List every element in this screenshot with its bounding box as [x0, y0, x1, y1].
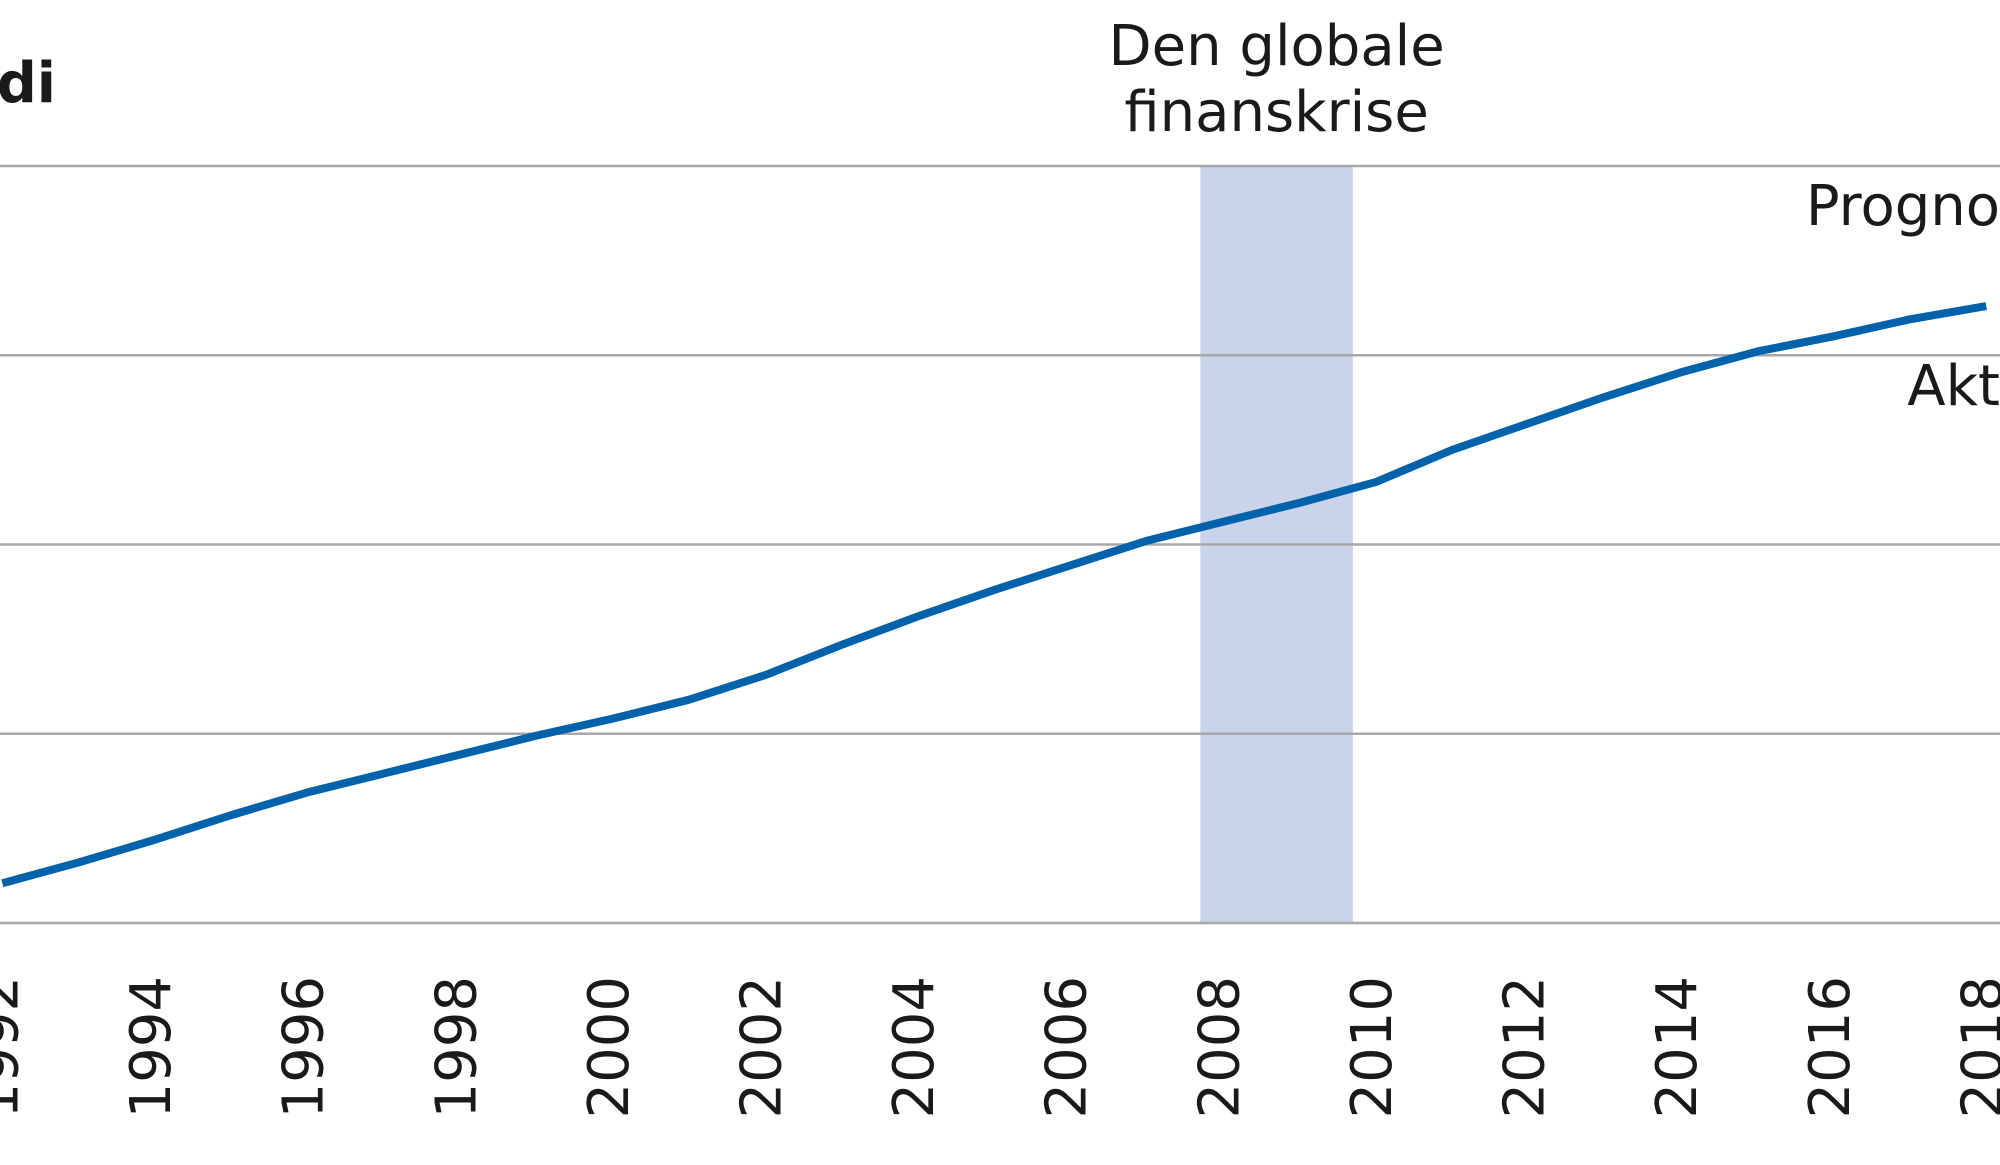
x-tick-label: 2008: [1187, 976, 1252, 1119]
x-tick-label: 2006: [1035, 976, 1100, 1119]
line-label: Progno: [1806, 174, 2000, 239]
x-tick-label: 1996: [272, 976, 337, 1119]
x-tick-label: 2004: [882, 976, 947, 1119]
x-tick-label: 2002: [729, 976, 794, 1119]
x-tick-label: 2012: [1493, 976, 1558, 1119]
x-tick-label: 2014: [1645, 976, 1710, 1119]
x-tick-label: 1994: [119, 976, 184, 1119]
line-label: Akt: [1907, 354, 2000, 419]
data-line: [1, 302, 1987, 888]
x-tick-label: 1998: [424, 976, 489, 1119]
x-tick-label: 2010: [1340, 976, 1405, 1119]
x-tick-label: 2016: [1798, 976, 1863, 1119]
shade-label: Den globale: [1109, 14, 1445, 79]
x-tick-label: 2018: [1950, 976, 2000, 1119]
chart-title: rdi: [0, 51, 56, 116]
x-tick-label: 2000: [577, 976, 642, 1119]
x-tick-label: 1992: [0, 976, 31, 1119]
shade-label: finanskrise: [1124, 80, 1428, 145]
